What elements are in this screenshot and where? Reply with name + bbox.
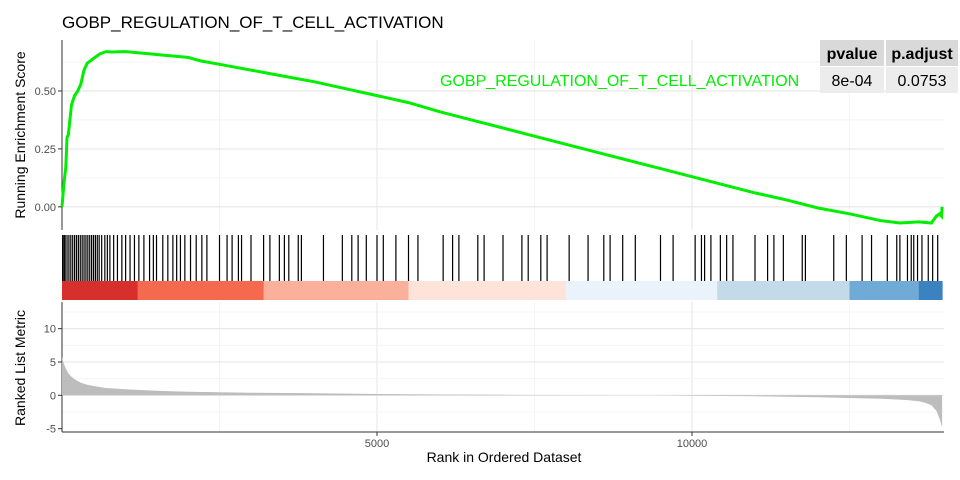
x-axis-label: Rank in Ordered Dataset: [427, 449, 582, 465]
es-y-tick-label: 0.25: [35, 144, 56, 156]
heat-band: [918, 281, 943, 300]
table-header-pvalue: pvalue: [827, 46, 878, 63]
table-value: 8e-04: [832, 73, 873, 90]
es-y-ticks: 0.00 0.25 0.50: [35, 86, 62, 214]
metric-y-tick-label: 10: [44, 324, 56, 336]
hits-panel: [62, 234, 944, 300]
metric-panel: -5 0 5 10 5000 10000 Ranked List Metric Rank…: [12, 302, 944, 465]
metric-y-tick-label: 0: [50, 390, 56, 402]
es-y-tick-label: 0.50: [35, 86, 56, 98]
heat-band: [263, 281, 409, 300]
metric-y-tick-label: 5: [50, 357, 56, 369]
table-value: 0.0753: [898, 73, 947, 90]
running-es-line: [60, 50, 944, 225]
metric-grid: [61, 302, 944, 433]
table-header-p-adjust: p.adjust: [891, 46, 953, 63]
x-tick-label: 10000: [677, 438, 708, 450]
heat-band: [717, 281, 850, 300]
metric-y-axis-label: Ranked List Metric: [12, 310, 28, 426]
heat-band: [62, 281, 139, 300]
x-tick-label: 5000: [365, 438, 389, 450]
table-value-cell: [886, 67, 958, 93]
es-panel: 0.00 0.25 0.50 GOBP_REGULATION_OF_T_CELL_A…: [12, 40, 958, 237]
heat-band: [408, 281, 567, 300]
metric-y-tick-label: -5: [46, 424, 56, 436]
es-y-tick-label: 0.00: [35, 202, 56, 214]
ranked-metric-area: [62, 356, 943, 428]
es-y-axis-label: Running Enrichment Score: [12, 51, 28, 219]
table-header-cell: [820, 40, 884, 66]
heat-band: [566, 281, 718, 300]
metric-y-ticks: -5 0 5 10: [44, 324, 62, 436]
table-value-cell: [820, 67, 884, 93]
heat-band: [137, 281, 265, 300]
table-header-cell: [886, 40, 958, 66]
stats-table: pvalue p.adjust 8e-04 0.0753: [820, 40, 958, 93]
chart-title: GOBP_REGULATION_OF_T_CELL_ACTIVATION: [62, 13, 444, 32]
gene-set-annotation: GOBP_REGULATION_OF_T_CELL_ACTIVATION: [440, 73, 799, 90]
rank-heat-strip: [62, 281, 943, 300]
x-ticks: 5000 10000: [365, 432, 708, 450]
heat-band: [849, 281, 920, 300]
